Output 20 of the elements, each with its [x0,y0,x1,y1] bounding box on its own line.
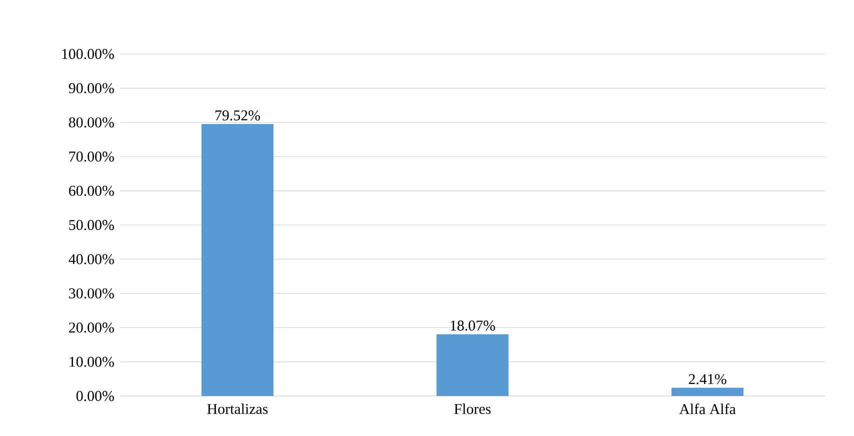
x-tick-label: Alfa Alfa [679,404,736,414]
y-tick-label: 90.00% [68,83,114,94]
x-tick-label: Flores [454,404,491,414]
data-label: 79.52% [215,110,260,121]
x-tick-label: Hortalizas [207,404,268,414]
bar [672,388,744,396]
y-tick-label: 50.00% [69,220,114,230]
y-tick-label: 60.00% [69,186,114,196]
y-tick-label: 100.00% [62,48,114,60]
y-tick-label: 20.00% [69,322,114,333]
y-tick-label: 10.00% [70,356,114,367]
y-tick-label: 30.00% [69,288,114,298]
y-tick-label: 80.00% [68,117,114,128]
bar [202,124,274,396]
bar [436,334,509,396]
data-label: 18.07% [450,320,496,331]
y-tick-label: 40.00% [68,254,114,264]
y-tick-label: 70.00% [69,152,114,162]
y-tick-label: 0.00% [76,390,114,402]
data-label: 2.41% [688,374,726,384]
